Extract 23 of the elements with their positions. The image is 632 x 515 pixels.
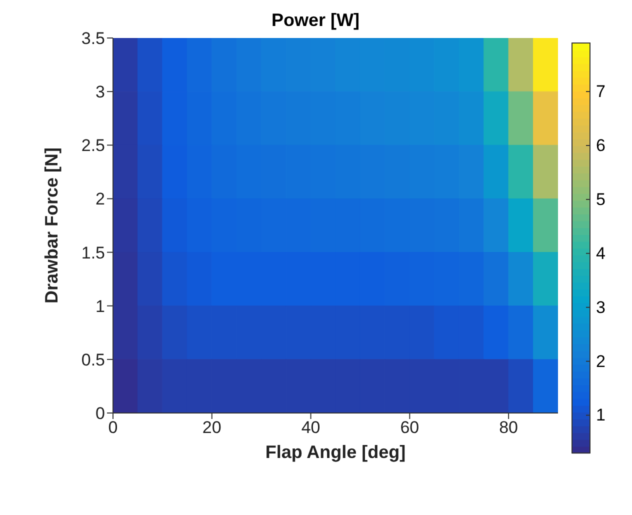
y-tick-label: 1.5 [81, 243, 105, 262]
color-bar-label: 2 [596, 352, 606, 371]
color-bar-label: 3 [596, 298, 606, 317]
y-tick-label: 1 [96, 296, 105, 316]
y-tick-label: 3 [96, 82, 105, 102]
color-bar-label: 4 [596, 244, 606, 263]
y-tick-label: 0 [96, 404, 105, 424]
color-bar-label: 7 [596, 82, 606, 102]
color-bar-label: 1 [596, 406, 606, 425]
color-bar-label: 5 [596, 190, 606, 209]
x-tick-label: 60 [400, 418, 420, 438]
x-tick-label: 40 [301, 418, 320, 438]
y-axis-title: Drawbar Force [N] [41, 147, 62, 304]
x-tick-label: 0 [108, 418, 118, 438]
x-tick-label: 20 [202, 418, 222, 438]
y-tick-label: 0.5 [81, 350, 105, 370]
y-tick-label: 2.5 [81, 136, 105, 156]
y-tick-label: 3.5 [81, 29, 105, 48]
x-axis-title: Flap Angle [deg] [265, 442, 406, 462]
x-tick-label: 80 [499, 418, 518, 438]
chart-title: Power [W] [270, 10, 360, 31]
y-tick-label: 2 [96, 190, 105, 209]
color-bar-label: 6 [596, 136, 606, 155]
